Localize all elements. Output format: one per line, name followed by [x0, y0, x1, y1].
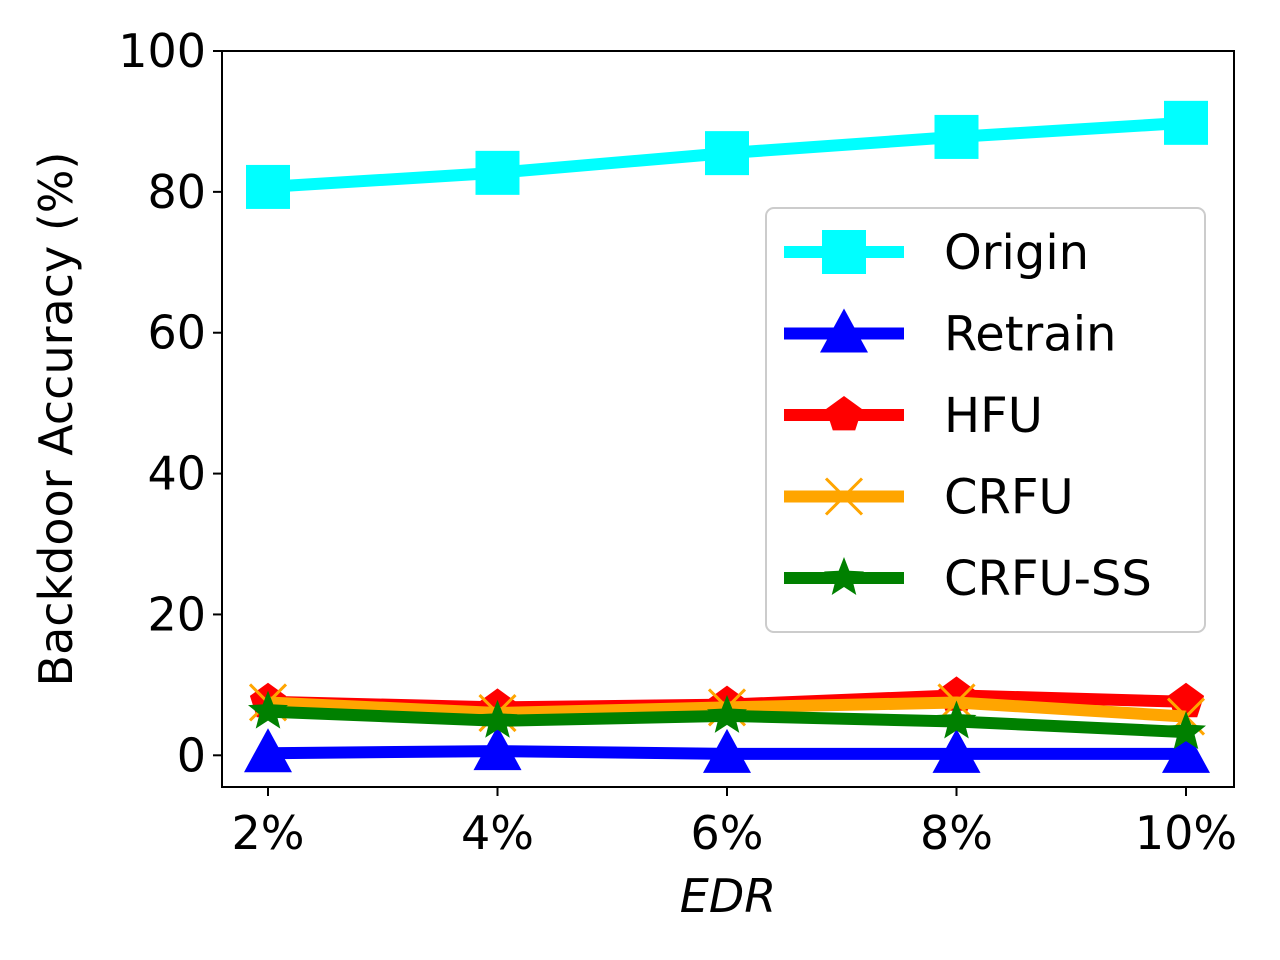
y-axis-title: Backdoor Accuracy (%): [29, 152, 83, 687]
series-origin: [246, 100, 1208, 209]
x-tick-label: 10%: [1135, 806, 1237, 860]
legend: Origin Retrain HFU CRFU CRFU-SS: [765, 207, 1206, 633]
x-axis-title: EDR: [680, 869, 776, 923]
legend-item-origin: Origin: [784, 225, 1089, 281]
series-crfu-ss: [248, 690, 1206, 750]
legend-item-crfu: CRFU: [784, 470, 1074, 526]
data-point-retrain: [1162, 728, 1210, 773]
legend-marker: [824, 477, 864, 516]
x-tick-label: 2%: [232, 806, 305, 860]
data-point-origin: [246, 164, 290, 209]
x-tick-label: 8%: [920, 806, 993, 860]
x-tick-label: 6%: [691, 806, 764, 860]
legend-label: Retrain: [944, 307, 1116, 363]
x-axis: 2% 4% 6% 8% 10%: [232, 787, 1237, 860]
legend-label: Origin: [944, 225, 1089, 281]
y-tick-label: 0: [177, 728, 206, 782]
y-tick-label: 80: [147, 165, 206, 219]
y-axis: 0 20 40 60 80 100: [118, 24, 222, 782]
data-point-origin: [934, 114, 979, 159]
data-point-origin: [1164, 100, 1208, 145]
y-tick-label: 40: [147, 447, 206, 501]
legend-item-retrain: Retrain: [784, 307, 1116, 363]
legend-box: [765, 207, 1206, 633]
legend-marker: [820, 308, 868, 353]
legend-marker: [824, 557, 864, 595]
legend-item-crfu-ss: CRFU-SS: [784, 551, 1152, 607]
data-point-crfu-ss: [248, 690, 288, 729]
legend-marker: [822, 230, 866, 274]
y-tick-label: 100: [118, 24, 206, 78]
data-point-origin: [475, 150, 520, 195]
x-tick-label: 4%: [461, 806, 534, 860]
y-tick-label: 20: [147, 587, 206, 641]
legend-label: CRFU-SS: [944, 551, 1152, 607]
data-point-crfu-ss: [477, 699, 518, 738]
data-point-crfu-ss: [1166, 711, 1206, 750]
legend-label: HFU: [944, 388, 1043, 444]
data-point-origin: [705, 131, 749, 176]
data-point-retrain: [473, 726, 522, 771]
data-point-retrain: [703, 728, 751, 773]
y-tick-label: 60: [147, 306, 206, 360]
legend-item-hfu: HFU: [784, 388, 1043, 444]
data-point-crfu-ss: [707, 694, 747, 733]
series-retrain: [244, 726, 1210, 773]
data-point-retrain: [244, 728, 292, 773]
series-layer: [244, 100, 1210, 773]
legend-marker: [825, 396, 863, 431]
data-point-retrain: [932, 728, 981, 773]
legend-label: CRFU: [944, 470, 1074, 526]
data-point-crfu-ss: [936, 700, 977, 739]
